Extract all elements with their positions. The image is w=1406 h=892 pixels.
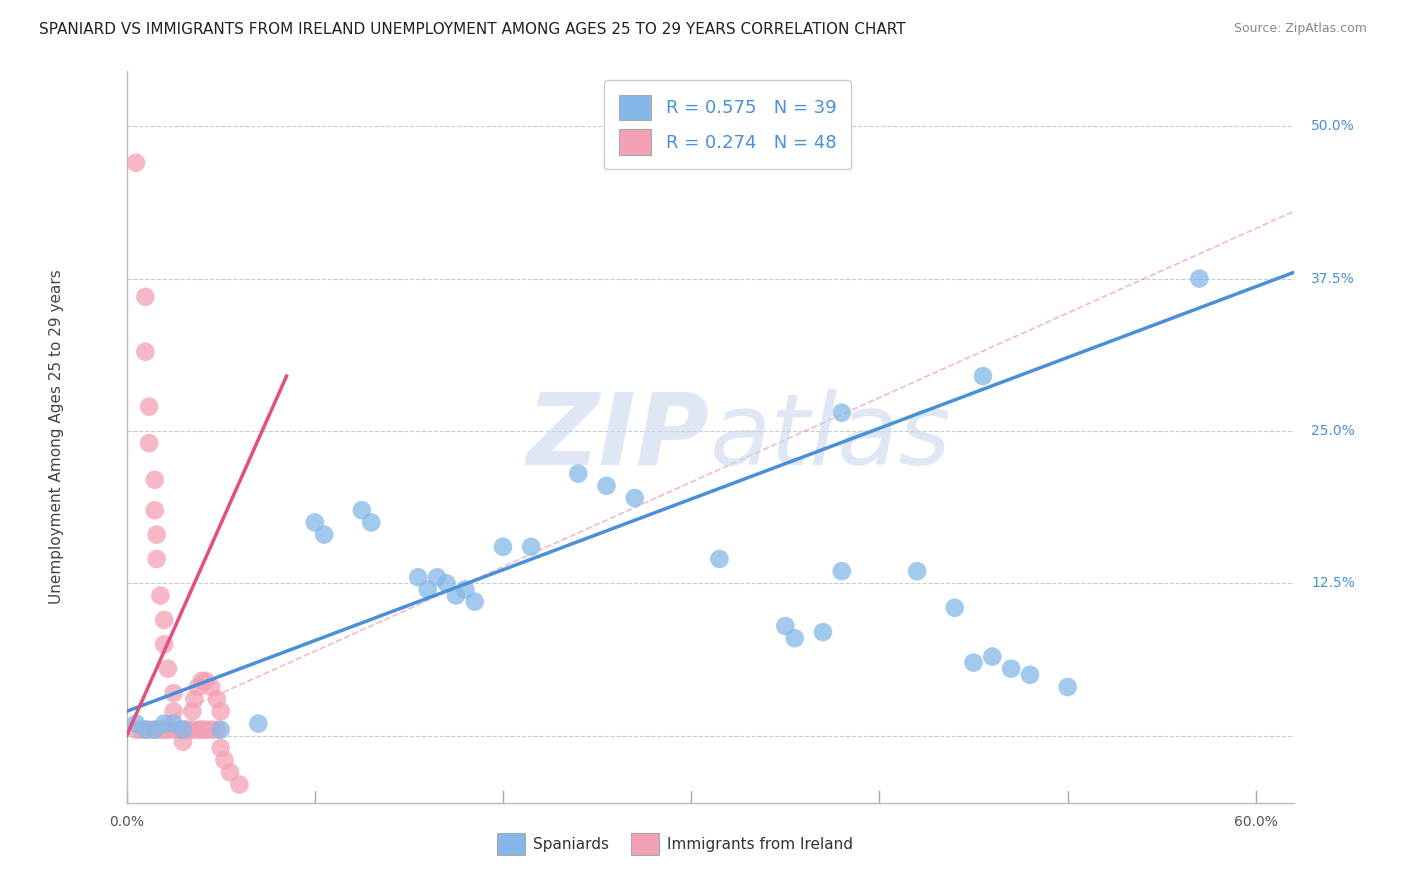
Point	[145, 552, 167, 566]
Point	[149, 723, 172, 737]
Point	[304, 516, 326, 530]
Point	[811, 625, 834, 640]
Point	[314, 527, 336, 541]
Point	[623, 491, 645, 505]
Point	[962, 656, 984, 670]
Point	[595, 479, 617, 493]
Point	[709, 552, 731, 566]
Point	[209, 723, 232, 737]
Point	[153, 613, 176, 627]
Point	[444, 589, 467, 603]
Point	[1056, 680, 1078, 694]
Point	[138, 436, 160, 450]
Point	[125, 723, 148, 737]
Point	[1019, 667, 1042, 682]
Point	[831, 406, 853, 420]
Point	[134, 344, 156, 359]
Point	[156, 723, 179, 737]
Point	[167, 723, 190, 737]
Point	[187, 723, 209, 737]
Point	[1000, 662, 1022, 676]
Point	[143, 473, 166, 487]
Point	[162, 705, 184, 719]
Point	[350, 503, 373, 517]
Point	[209, 740, 232, 755]
Point	[831, 564, 853, 578]
Point	[194, 723, 217, 737]
Point	[131, 723, 153, 737]
Point	[167, 723, 190, 737]
Point	[567, 467, 589, 481]
Point	[125, 156, 148, 170]
Point	[214, 753, 236, 767]
Point	[426, 570, 449, 584]
Point	[176, 723, 198, 737]
Point	[145, 527, 167, 541]
Point	[181, 705, 204, 719]
Point	[191, 673, 214, 688]
Point	[520, 540, 543, 554]
Text: 60.0%: 60.0%	[1234, 815, 1278, 829]
Point	[172, 723, 194, 737]
Point	[134, 290, 156, 304]
Text: 37.5%: 37.5%	[1310, 271, 1355, 285]
Point	[416, 582, 439, 597]
Point	[247, 716, 270, 731]
Point	[187, 680, 209, 694]
Point	[492, 540, 515, 554]
Point	[156, 662, 179, 676]
Point	[134, 723, 156, 737]
Point	[905, 564, 928, 578]
Point	[454, 582, 477, 597]
Point	[200, 680, 222, 694]
Point	[162, 716, 184, 731]
Point	[138, 723, 160, 737]
Point	[143, 723, 166, 737]
Point	[1188, 271, 1211, 285]
Point	[125, 716, 148, 731]
Point	[153, 637, 176, 651]
Point	[205, 723, 228, 737]
Point	[228, 778, 250, 792]
Text: SPANIARD VS IMMIGRANTS FROM IRELAND UNEMPLOYMENT AMONG AGES 25 TO 29 YEARS CORRE: SPANIARD VS IMMIGRANTS FROM IRELAND UNEM…	[39, 22, 905, 37]
Point	[149, 589, 172, 603]
Point	[219, 765, 242, 780]
Point	[943, 600, 966, 615]
Point	[205, 692, 228, 706]
Point	[464, 595, 486, 609]
Text: Source: ZipAtlas.com: Source: ZipAtlas.com	[1233, 22, 1367, 36]
Point	[143, 723, 166, 737]
Point	[183, 692, 205, 706]
Point	[972, 369, 994, 384]
Text: 12.5%: 12.5%	[1310, 576, 1355, 591]
Point	[191, 723, 214, 737]
Text: ZIP: ZIP	[527, 389, 710, 485]
Point	[981, 649, 1004, 664]
Point	[209, 705, 232, 719]
Point	[172, 723, 194, 737]
Point	[176, 723, 198, 737]
Text: 0.0%: 0.0%	[110, 815, 143, 829]
Point	[408, 570, 430, 584]
Point	[360, 516, 382, 530]
Text: Unemployment Among Ages 25 to 29 years: Unemployment Among Ages 25 to 29 years	[49, 269, 65, 605]
Point	[153, 723, 176, 737]
Legend: Spaniards, Immigrants from Ireland: Spaniards, Immigrants from Ireland	[491, 827, 859, 861]
Point	[172, 735, 194, 749]
Point	[162, 723, 184, 737]
Text: atlas: atlas	[710, 389, 952, 485]
Point	[200, 723, 222, 737]
Point	[143, 503, 166, 517]
Point	[134, 723, 156, 737]
Point	[138, 400, 160, 414]
Point	[194, 673, 217, 688]
Point	[181, 723, 204, 737]
Text: 25.0%: 25.0%	[1310, 424, 1355, 438]
Point	[775, 619, 797, 633]
Point	[153, 716, 176, 731]
Point	[162, 686, 184, 700]
Point	[436, 576, 458, 591]
Point	[783, 632, 806, 646]
Text: 50.0%: 50.0%	[1310, 120, 1355, 133]
